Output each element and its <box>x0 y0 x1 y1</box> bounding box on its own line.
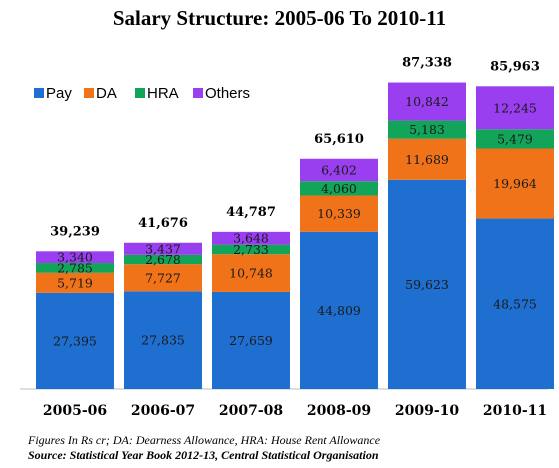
data-label-others-2005-06: 3,340 <box>57 250 93 265</box>
legend-swatch-da <box>84 88 94 98</box>
data-label-hra-2007-08: 2,733 <box>233 242 269 257</box>
data-label-da-2005-06: 5,719 <box>57 275 93 290</box>
bar-hra-2005-06 <box>36 263 114 273</box>
data-label-hra-2010-11: 5,479 <box>497 131 533 146</box>
data-label-hra-2005-06: 2,785 <box>57 260 93 275</box>
data-label-others-2008-09: 6,402 <box>321 163 357 178</box>
data-label-others-2009-10: 10,842 <box>405 94 449 109</box>
x-tick-label-2007-08: 2007-08 <box>219 403 283 419</box>
bar-hra-2008-09 <box>300 181 378 196</box>
data-label-pay-2007-08: 27,659 <box>229 333 273 348</box>
bar-da-2007-08 <box>212 254 290 292</box>
bar-hra-2009-10 <box>388 120 466 139</box>
data-label-da-2007-08: 10,748 <box>229 266 273 281</box>
bar-pay-2005-06 <box>36 292 114 389</box>
bar-da-2005-06 <box>36 272 114 293</box>
total-label-2008-09: 65,610 <box>314 132 364 147</box>
total-label-2010-11: 85,963 <box>490 59 540 74</box>
bar-others-2008-09 <box>300 158 378 182</box>
data-label-others-2006-07: 3,437 <box>145 241 181 256</box>
bar-pay-2008-09 <box>300 231 378 389</box>
legend-swatch-hra <box>135 88 145 98</box>
data-label-others-2010-11: 12,245 <box>493 100 537 115</box>
data-label-hra-2006-07: 2,678 <box>145 252 181 267</box>
data-label-pay-2005-06: 27,395 <box>53 333 97 348</box>
total-label-2006-07: 41,676 <box>138 216 188 231</box>
bar-da-2010-11 <box>476 148 554 219</box>
legend-swatch-pay <box>34 88 44 98</box>
total-label-2005-06: 39,239 <box>50 224 100 239</box>
x-tick-label-2006-07: 2006-07 <box>131 403 195 419</box>
bar-others-2006-07 <box>124 242 202 255</box>
data-label-pay-2006-07: 27,835 <box>141 333 185 348</box>
data-label-pay-2008-09: 44,809 <box>317 303 361 318</box>
data-label-hra-2008-09: 4,060 <box>321 181 357 196</box>
bar-pay-2007-08 <box>212 291 290 389</box>
legend-label-hra: HRA <box>147 85 179 102</box>
data-label-hra-2009-10: 5,183 <box>409 122 445 137</box>
x-tick-label-2009-10: 2009-10 <box>395 403 460 419</box>
bar-hra-2010-11 <box>476 129 554 149</box>
bar-pay-2010-11 <box>476 218 554 389</box>
total-label-2007-08: 44,787 <box>226 205 276 220</box>
data-label-da-2010-11: 19,964 <box>493 176 537 191</box>
bar-pay-2006-07 <box>124 291 202 389</box>
bar-others-2007-08 <box>212 231 290 245</box>
bar-others-2009-10 <box>388 82 466 121</box>
data-label-da-2009-10: 11,689 <box>405 152 449 167</box>
data-label-da-2008-09: 10,339 <box>317 206 361 221</box>
bar-da-2009-10 <box>388 138 466 180</box>
legend-label-others: Others <box>205 85 250 102</box>
legend-label-da: DA <box>96 85 117 102</box>
x-tick-label-2005-06: 2005-06 <box>43 403 107 419</box>
x-tick-label-2010-11: 2010-11 <box>483 403 547 419</box>
total-label-2009-10: 87,338 <box>402 56 452 71</box>
chart-title: Salary Structure: 2005-06 To 2010-11 <box>112 6 447 30</box>
bar-pay-2009-10 <box>388 179 466 389</box>
legend-label-pay: Pay <box>46 85 72 102</box>
data-label-others-2007-08: 3,648 <box>233 231 269 246</box>
bar-others-2005-06 <box>36 251 114 264</box>
bar-hra-2006-07 <box>124 254 202 265</box>
bar-da-2006-07 <box>124 264 202 292</box>
data-label-pay-2010-11: 48,575 <box>493 296 537 311</box>
source-note: Source: Statistical Year Book 2012-13, C… <box>28 448 379 462</box>
data-label-da-2006-07: 7,727 <box>145 270 181 285</box>
x-tick-label-2008-09: 2008-09 <box>307 403 371 419</box>
legend-swatch-others <box>193 88 203 98</box>
data-label-pay-2009-10: 59,623 <box>405 277 449 292</box>
bar-hra-2007-08 <box>212 244 290 255</box>
figures-note: Figures In Rs cr; DA: Dearness Allowance… <box>28 433 381 447</box>
bar-da-2008-09 <box>300 195 378 232</box>
bar-others-2010-11 <box>476 86 554 130</box>
